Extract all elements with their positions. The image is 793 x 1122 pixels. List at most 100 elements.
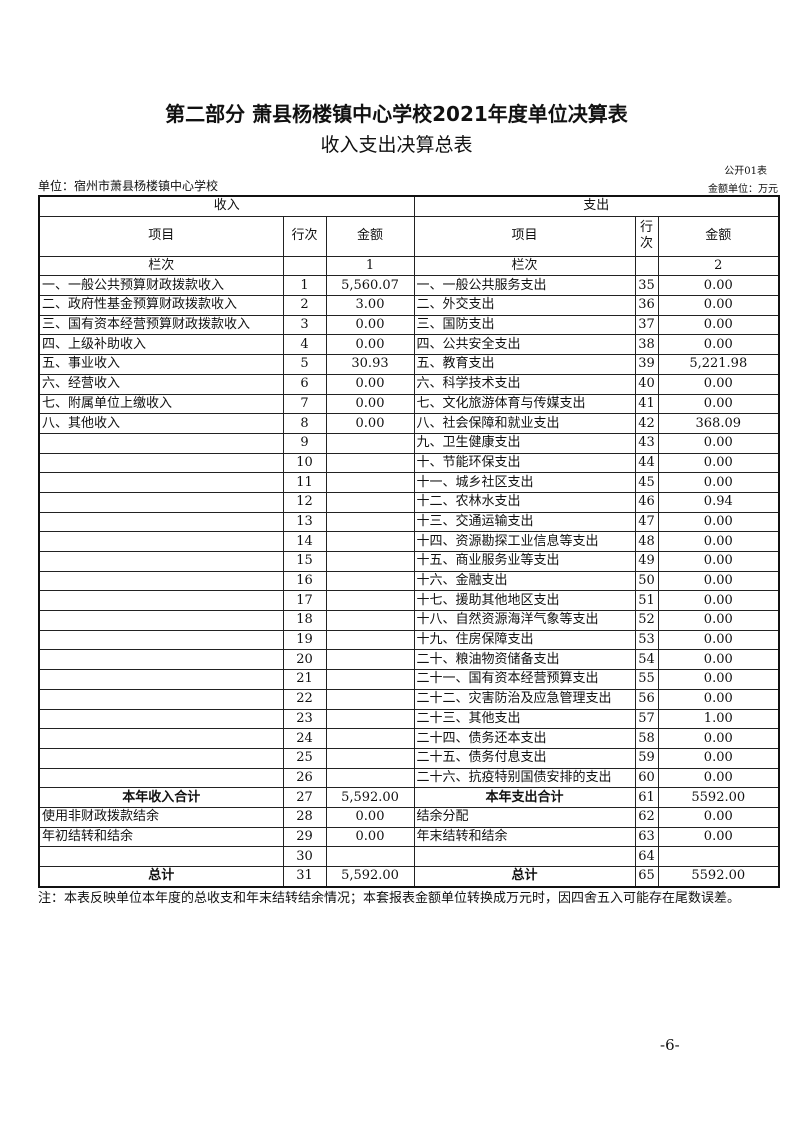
table-row: 10 十、节能环保支出 44 0.00 <box>38 452 780 474</box>
page-number: -6- <box>660 1036 680 1054</box>
expense-item: 十五、商业服务业等支出 <box>413 551 636 572</box>
expense-row-no: 35 <box>634 275 659 297</box>
expense-item: 二十四、债务还本支出 <box>413 728 636 749</box>
income-item <box>38 511 284 533</box>
table-row: 25 二十五、债务付息支出 59 0.00 <box>38 747 780 769</box>
income-item <box>38 767 284 789</box>
expense-item: 十六、金融支出 <box>413 570 636 592</box>
expense-amount: 0.00 <box>657 295 780 316</box>
expense-item-header: 项目 <box>413 215 636 257</box>
table-row: 24 二十四、债务还本支出 58 0.00 <box>38 728 780 749</box>
expense-item: 十九、住房保障支出 <box>413 629 636 651</box>
income-item <box>38 570 284 592</box>
income-row-no: 29 <box>282 826 327 848</box>
money-unit: 金额单位：万元 <box>708 184 778 195</box>
income-item <box>38 747 284 769</box>
table-row: 14 十四、资源勘探工业信息等支出 48 0.00 <box>38 531 780 552</box>
income-amount <box>325 669 415 690</box>
income-row-no: 25 <box>282 747 327 769</box>
table-row: 9 九、卫生健康支出 43 0.00 <box>38 432 780 454</box>
expense-amount: 0.00 <box>657 610 780 631</box>
income-row-no: 17 <box>282 590 327 612</box>
income-amount <box>325 610 415 631</box>
expense-row-no: 51 <box>634 590 659 612</box>
table-row: 二、政府性基金预算财政拨款收入 2 3.00 二、外交支出 36 0.00 <box>38 295 780 316</box>
table-row: 13 十三、交通运输支出 47 0.00 <box>38 511 780 533</box>
income-amount: 5,592.00 <box>325 787 415 808</box>
income-row-no: 16 <box>282 570 327 592</box>
expense-row-no: 40 <box>634 373 659 395</box>
expense-item: 十三、交通运输支出 <box>413 511 636 533</box>
expense-item: 二、外交支出 <box>413 295 636 316</box>
expense-amount: 0.00 <box>657 275 780 297</box>
expense-item: 二十二、灾害防治及应急管理支出 <box>413 688 636 710</box>
income-amount <box>325 551 415 572</box>
income-amount <box>325 491 415 513</box>
table-row: 16 十六、金融支出 50 0.00 <box>38 570 780 592</box>
income-item <box>38 472 284 493</box>
expense-amount: 0.00 <box>657 806 780 828</box>
income-amount <box>325 511 415 533</box>
expense-amount: 0.00 <box>657 629 780 651</box>
expense-item: 五、教育支出 <box>413 354 636 375</box>
expense-amount: 0.00 <box>657 432 780 454</box>
income-amount: 3.00 <box>325 295 415 316</box>
income-item: 三、国有资本经营预算财政拨款收入 <box>38 314 284 336</box>
income-amount: 0.00 <box>325 334 415 356</box>
table-row: 23 二十三、其他支出 57 1.00 <box>38 708 780 730</box>
expense-row-no: 57 <box>634 708 659 730</box>
table-row: 八、其他收入 8 0.00 八、社会保障和就业支出 42 368.09 <box>38 413 780 434</box>
table-row: 15 十五、商业服务业等支出 49 0.00 <box>38 551 780 572</box>
expense-amount: 0.94 <box>657 491 780 513</box>
expense-item: 九、卫生健康支出 <box>413 432 636 454</box>
expense-item: 本年支出合计 <box>413 787 636 808</box>
expense-row-no: 56 <box>634 688 659 710</box>
income-item: 六、经营收入 <box>38 373 284 395</box>
expense-item: 十、节能环保支出 <box>413 452 636 474</box>
expense-item: 二十三、其他支出 <box>413 708 636 730</box>
expense-col-label: 栏次 <box>413 255 636 277</box>
table-row: 三、国有资本经营预算财政拨款收入 3 0.00 三、国防支出 37 0.00 <box>38 314 780 336</box>
income-row-no: 3 <box>282 314 327 336</box>
income-row-no: 6 <box>282 373 327 395</box>
table-row: 22 二十二、灾害防治及应急管理支出 56 0.00 <box>38 688 780 710</box>
income-row-no: 24 <box>282 728 327 749</box>
table-row: 20 二十、粮油物资储备支出 54 0.00 <box>38 649 780 671</box>
table-row: 17 十七、援助其他地区支出 51 0.00 <box>38 590 780 612</box>
expense-row-no: 48 <box>634 531 659 552</box>
income-amount: 5,592.00 <box>325 865 415 888</box>
expense-row-no: 46 <box>634 491 659 513</box>
income-amount <box>325 432 415 454</box>
income-row-no: 4 <box>282 334 327 356</box>
income-row-no: 30 <box>282 846 327 867</box>
income-amount: 0.00 <box>325 806 415 828</box>
income-amount <box>325 747 415 769</box>
expense-item <box>413 846 636 867</box>
income-item: 八、其他收入 <box>38 413 284 434</box>
expense-row-no: 52 <box>634 610 659 631</box>
expense-item: 七、文化旅游体育与传媒支出 <box>413 393 636 415</box>
income-amount <box>325 649 415 671</box>
expense-amount: 0.00 <box>657 334 780 356</box>
income-item <box>38 708 284 730</box>
income-row-no: 12 <box>282 491 327 513</box>
income-item <box>38 491 284 513</box>
expense-amount: 0.00 <box>657 767 780 789</box>
expense-item: 一、一般公共服务支出 <box>413 275 636 297</box>
expense-row-no: 41 <box>634 393 659 415</box>
expense-amount: 5592.00 <box>657 787 780 808</box>
income-amount <box>325 728 415 749</box>
expense-amount: 0.00 <box>657 472 780 493</box>
expense-row-no: 45 <box>634 472 659 493</box>
expense-amount: 368.09 <box>657 413 780 434</box>
income-col-number: 1 <box>325 255 415 277</box>
table-row: 26 二十六、抗疫特别国债安排的支出 60 0.00 <box>38 767 780 789</box>
income-header: 收入 <box>38 195 415 217</box>
expense-item: 年末结转和结余 <box>413 826 636 848</box>
income-item: 七、附属单位上缴收入 <box>38 393 284 415</box>
expense-row-no: 63 <box>634 826 659 848</box>
expense-item: 十四、资源勘探工业信息等支出 <box>413 531 636 552</box>
expense-row-no: 50 <box>634 570 659 592</box>
table-row: 七、附属单位上缴收入 7 0.00 七、文化旅游体育与传媒支出 41 0.00 <box>38 393 780 415</box>
income-item: 五、事业收入 <box>38 354 284 375</box>
